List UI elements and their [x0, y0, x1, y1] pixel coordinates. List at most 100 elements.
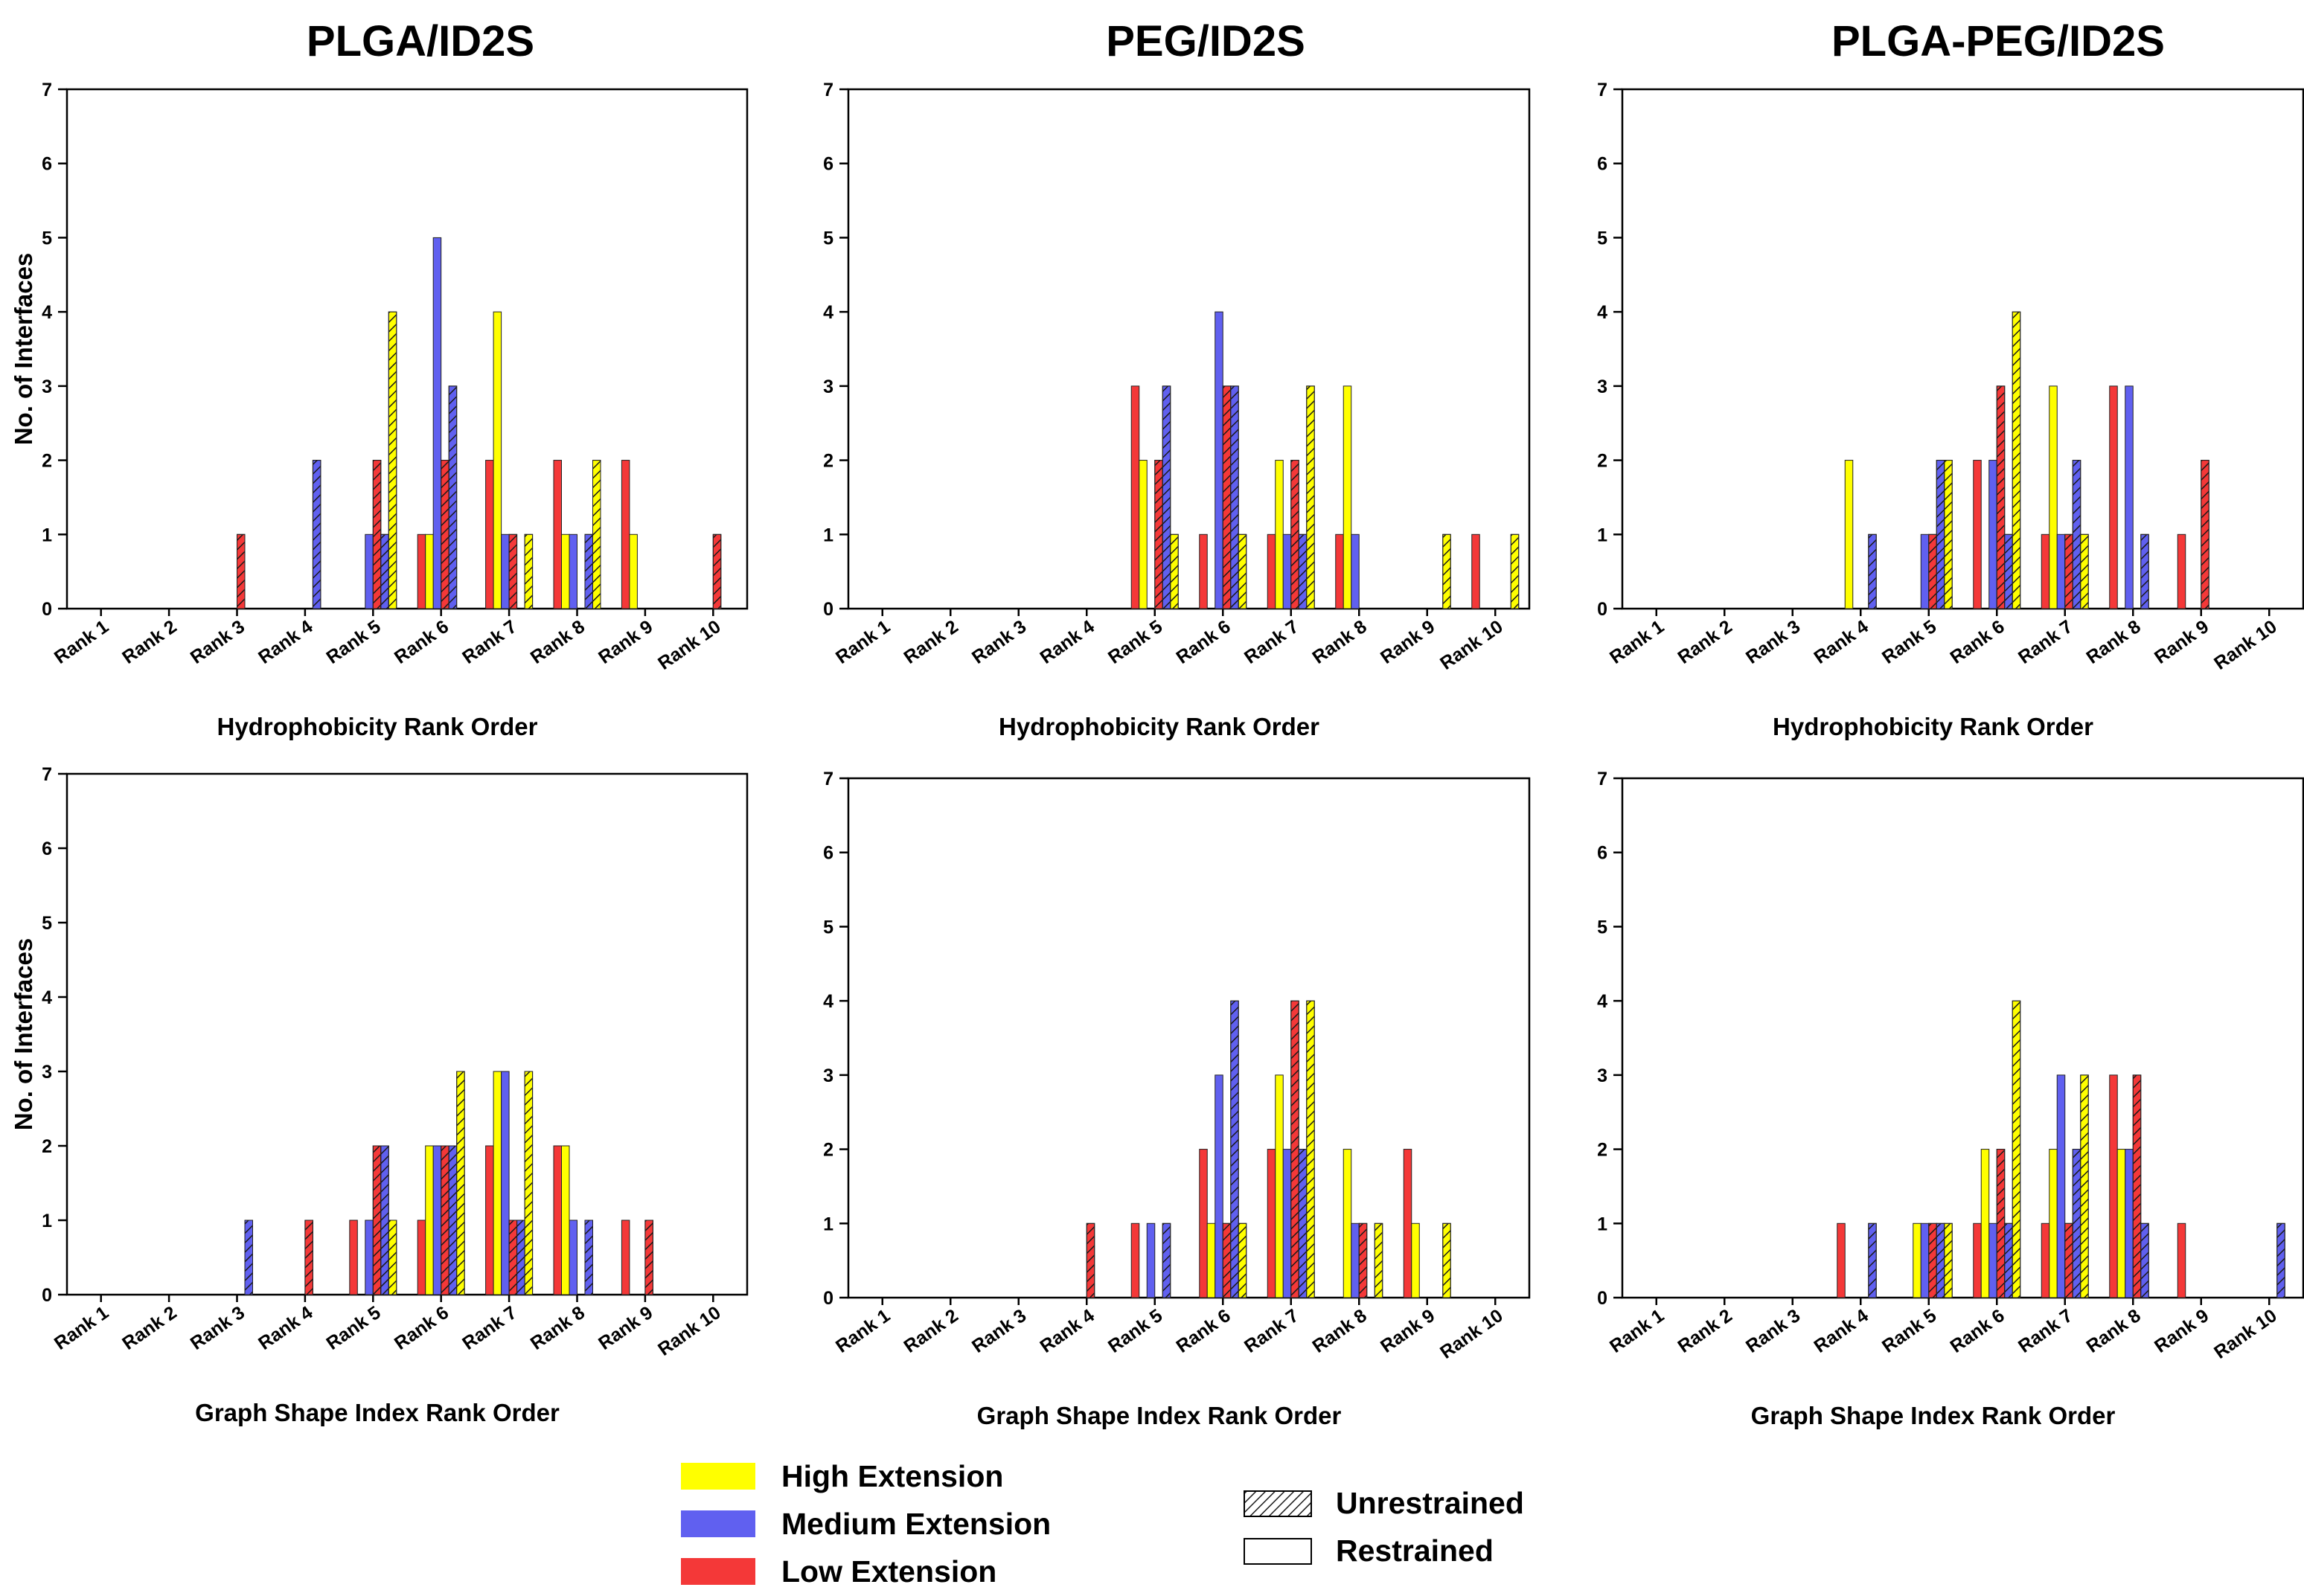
bar — [2049, 385, 2058, 609]
y-tick-label: 7 — [1597, 80, 1607, 100]
y-tick-label: 0 — [823, 599, 833, 620]
bar — [1988, 460, 1997, 609]
category-label: Rank 7 — [2015, 1305, 2076, 1357]
x-axis-title: Graph Shape Index Rank Order — [977, 1402, 1342, 1429]
bar — [629, 533, 638, 609]
legend-label-medium: Medium Extension — [781, 1507, 1051, 1541]
bar — [1973, 1222, 1982, 1298]
bar — [493, 1071, 502, 1295]
bar — [569, 533, 577, 609]
bar-hatch-overlay — [584, 1220, 593, 1295]
bar — [2177, 533, 2186, 609]
bar-hatch-overlay — [1944, 460, 1953, 609]
category-label: Rank 4 — [1036, 616, 1098, 668]
legend-label-low: Low Extension — [781, 1554, 996, 1589]
category-label: Rank 2 — [900, 1305, 961, 1357]
legend-swatch-medium — [681, 1510, 755, 1537]
plot-frame — [1621, 88, 2304, 610]
y-tick-label: 5 — [1597, 917, 1607, 938]
category-label: Rank 8 — [2082, 1305, 2144, 1357]
bar-hatch-overlay — [2140, 533, 2149, 609]
y-tick-label: 1 — [823, 525, 833, 545]
bar — [1146, 1222, 1156, 1298]
bar — [417, 533, 426, 609]
y-tick-label: 3 — [42, 1062, 52, 1083]
y-tick-label: 2 — [823, 1140, 833, 1161]
category-label: Rank 7 — [2015, 616, 2076, 668]
y-tick-label: 2 — [823, 451, 833, 472]
bar — [621, 1220, 630, 1295]
legend-swatch-low — [681, 1558, 755, 1585]
y-tick-label: 5 — [823, 917, 833, 938]
bar — [1913, 1222, 1921, 1298]
y-tick-label: 0 — [42, 599, 52, 620]
y-tick-label: 6 — [1597, 154, 1607, 175]
bar-hatch-overlay — [388, 311, 397, 609]
bar — [1215, 311, 1223, 609]
bar — [1199, 533, 1208, 609]
bar — [1139, 460, 1148, 609]
x-axis-title: Hydrophobicity Rank Order — [999, 713, 1319, 740]
bar-hatch-overlay — [441, 1145, 449, 1295]
category-label: Rank 10 — [2210, 1305, 2281, 1363]
bar-hatch-overlay — [1222, 1222, 1232, 1298]
category-label: Rank 3 — [1742, 616, 1804, 668]
bar-hatch-overlay — [516, 1220, 525, 1295]
category-label: Rank 3 — [968, 616, 1030, 668]
bar-hatch-overlay — [448, 385, 458, 609]
bar — [2116, 1149, 2126, 1298]
bar — [2125, 1149, 2134, 1298]
bar-hatch-overlay — [524, 1071, 534, 1295]
bar-hatch-overlay — [1868, 1222, 1877, 1298]
bar-hatch-overlay — [712, 533, 722, 609]
y-tick-label: 2 — [42, 451, 52, 472]
category-label: Rank 5 — [323, 1302, 385, 1354]
legend-swatch-high — [681, 1463, 755, 1490]
bar — [485, 1145, 494, 1295]
bar — [1215, 1074, 1223, 1298]
bar-hatch-overlay — [1290, 460, 1299, 609]
category-label: Rank 1 — [832, 1305, 894, 1357]
category-label: Rank 6 — [391, 616, 452, 668]
y-axis-title: No. of Interfaces — [10, 938, 37, 1131]
category-label: Rank 9 — [595, 616, 656, 668]
bar — [432, 1145, 442, 1295]
bar-hatch-overlay — [2064, 533, 2073, 609]
bar — [1275, 460, 1284, 609]
legend-swatch-unrestrained — [1244, 1490, 1312, 1517]
y-tick-label: 3 — [823, 1065, 833, 1086]
bar — [1343, 1149, 1352, 1298]
y-tick-label: 1 — [823, 1214, 833, 1234]
bar-hatch-overlay — [2080, 533, 2089, 609]
category-label: Rank 2 — [1674, 616, 1735, 668]
bar-hatch-overlay — [237, 533, 246, 609]
bar — [1351, 1222, 1360, 1298]
legend-label-unrestrained: Unrestrained — [1336, 1486, 1524, 1520]
bar — [1844, 460, 1854, 609]
category-label: Rank 10 — [2210, 616, 2281, 674]
plot-frame — [65, 772, 749, 1296]
bar — [1130, 1222, 1140, 1298]
bar — [621, 460, 630, 609]
legend-label-restrained: Restrained — [1336, 1533, 1494, 1568]
bar-hatch-overlay — [1510, 533, 1520, 609]
legend-extension: High Extension Medium Extension Low Exte… — [681, 1459, 1051, 1589]
category-label: Rank 4 — [1810, 616, 1872, 668]
bar — [1335, 533, 1344, 609]
category-label: Rank 3 — [1742, 1305, 1804, 1357]
y-tick-label: 0 — [823, 1288, 833, 1309]
y-axis-title: No. of Interfaces — [10, 253, 37, 446]
y-tick-label: 6 — [1597, 843, 1607, 864]
category-label: Rank 3 — [187, 1302, 249, 1354]
bar-hatch-overlay — [2201, 460, 2209, 609]
category-label: Rank 6 — [1946, 616, 2008, 668]
bar-hatch-overlay — [1442, 1222, 1451, 1298]
y-tick-label: 4 — [42, 302, 52, 323]
bar-hatch-overlay — [1238, 1222, 1247, 1298]
bar — [501, 1071, 510, 1295]
